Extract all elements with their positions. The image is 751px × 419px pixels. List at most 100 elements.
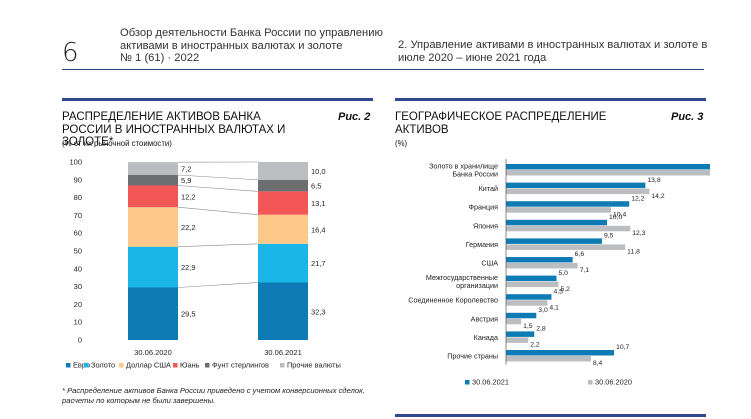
- value-label: 6,6: [575, 251, 585, 258]
- x-category-label: 30.06.2020: [134, 348, 172, 357]
- bottom-rule: [395, 414, 706, 417]
- value-label: 5,9: [181, 176, 191, 185]
- legend-label: 30.06.2021: [472, 378, 509, 387]
- value-label: 22,2: [181, 223, 196, 232]
- category-label: Австрия: [471, 314, 498, 323]
- value-label: 12,2: [631, 195, 644, 202]
- figure3-title: Географическое распределение активов: [395, 111, 607, 136]
- figure3-label: Рис. 3: [671, 111, 704, 123]
- legend-swatch: [66, 363, 71, 368]
- value-label: 4,5: [553, 288, 563, 295]
- bar: [506, 318, 522, 325]
- bar: [506, 263, 578, 269]
- section-title: 2. Управление активами в иностранных вал…: [398, 39, 708, 64]
- bar-segment: [128, 162, 178, 175]
- y-tick-label: 80: [74, 193, 82, 202]
- value-label: 7,2: [181, 165, 191, 174]
- bar: [506, 300, 548, 306]
- legend-item: Евро: [66, 361, 90, 370]
- segment-connector: [177, 174, 259, 181]
- bar-segment: [128, 207, 178, 247]
- legend-label: Евро: [73, 361, 90, 370]
- value-label: 10,7: [616, 344, 629, 351]
- publication-issue: № 1 (61) · 2022: [120, 52, 200, 65]
- value-label: 16,4: [311, 225, 326, 234]
- y-tick-label: 90: [74, 175, 82, 184]
- category-label: США: [481, 259, 498, 268]
- bar: [506, 337, 529, 343]
- bar-segment: [128, 185, 178, 208]
- category-label: Банка России: [452, 170, 498, 179]
- legend-label: Юань: [180, 361, 200, 370]
- x-category-label: 30.06.2021: [264, 348, 302, 357]
- figure3-top-rule: [395, 98, 706, 101]
- bar: [506, 281, 559, 288]
- value-label: 10,0: [311, 167, 326, 176]
- value-label: 5,2: [561, 286, 571, 293]
- value-label: 12,3: [632, 230, 645, 237]
- publication-title-block: Обзор деятельности Банка России по управ…: [120, 27, 390, 65]
- legend-swatch: [205, 363, 210, 368]
- legend-swatch: [465, 380, 470, 385]
- bar: [506, 350, 615, 356]
- category-label: Япония: [473, 221, 498, 230]
- y-tick-label: 60: [74, 229, 82, 238]
- bar: [506, 294, 552, 300]
- value-label: 32,3: [311, 307, 326, 316]
- value-label: 9,5: [604, 233, 614, 240]
- value-label: 4,1: [549, 304, 559, 311]
- value-label: 2,2: [530, 342, 540, 349]
- category-label: Германия: [466, 240, 498, 249]
- legend-swatch: [119, 363, 124, 368]
- value-label: 13,1: [311, 199, 326, 208]
- legend-label: Доллар США: [126, 361, 171, 370]
- bar: [506, 257, 573, 263]
- bar: [506, 219, 607, 226]
- segment-connector: [177, 206, 259, 215]
- category-label: организации: [456, 281, 498, 290]
- bar-segment: [258, 282, 308, 340]
- bar: [506, 201, 630, 207]
- segment-connector: [177, 185, 259, 192]
- legend-item: Доллар США: [119, 361, 171, 370]
- legend-item: Прочие валюты: [280, 361, 341, 370]
- bar-segment: [258, 243, 308, 283]
- bar-segment: [128, 174, 178, 186]
- value-label: 14,2: [651, 193, 664, 200]
- category-label: Франция: [469, 203, 499, 212]
- y-tick-label: 30: [74, 282, 82, 291]
- legend-item: Фунт стерлингов: [205, 361, 269, 370]
- publication-title: Обзор деятельности Банка России по управ…: [120, 27, 383, 52]
- figure2-title: Распределение активов Банка России в ино…: [62, 111, 286, 148]
- value-label: 7,1: [580, 267, 590, 274]
- legend-item: 30.06.2021: [465, 378, 509, 387]
- value-label: 22,9: [181, 263, 196, 272]
- value-label: 12,2: [181, 192, 196, 201]
- bar-segment: [258, 191, 308, 215]
- bar: [506, 182, 646, 189]
- y-tick-label: 100: [69, 158, 82, 167]
- value-label: 2,8: [536, 326, 546, 333]
- legend-label: 30.06.2020: [595, 378, 632, 387]
- bar-segment: [258, 162, 308, 180]
- category-label: Прочие страны: [447, 352, 498, 361]
- bar: [506, 188, 650, 195]
- value-label: 13,8: [647, 177, 660, 184]
- value-label: 10,0: [609, 214, 622, 221]
- segment-connector: [177, 243, 259, 248]
- value-label: 29,5: [181, 310, 196, 319]
- bar: [506, 244, 626, 250]
- legend-item: Юань: [173, 361, 200, 370]
- category-label: Канада: [474, 333, 498, 342]
- bar: [506, 225, 631, 232]
- bar-segment: [128, 287, 178, 340]
- y-tick-label: 0: [78, 336, 82, 345]
- page-number: 6: [62, 38, 79, 68]
- bar: [506, 331, 535, 337]
- y-tick-label: 10: [74, 318, 82, 327]
- bar-segment: [258, 214, 308, 244]
- header-divider: [62, 69, 704, 70]
- segment-connector: [177, 282, 259, 288]
- figure2-subtitle: (% от их рыночной стоимости): [62, 139, 172, 148]
